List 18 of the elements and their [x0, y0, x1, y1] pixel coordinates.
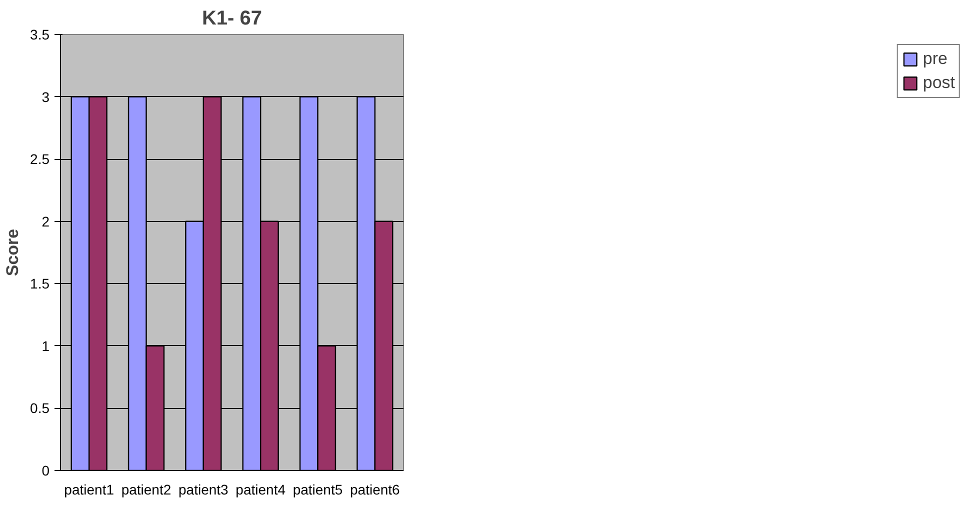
y-tick-label: 0.5	[30, 400, 50, 416]
x-tick-label: patient6	[350, 482, 400, 498]
y-tick-label: 1.5	[30, 276, 50, 292]
chart-title: K1- 67	[202, 8, 262, 30]
legend-label: pre	[922, 49, 948, 69]
legend-label: post	[922, 73, 955, 93]
y-tick-label: 2.5	[30, 151, 50, 168]
y-tick-label: 0	[42, 462, 50, 478]
y-axis-title: Score	[3, 228, 22, 276]
y-tick-label: 3.5	[30, 26, 50, 42]
y-tick-label: 3	[42, 88, 50, 105]
x-tick-label: patient5	[292, 482, 343, 498]
x-tick-label: patient1	[64, 482, 114, 498]
x-tick-label: patient3	[178, 482, 229, 498]
x-tick-label: patient2	[121, 482, 172, 498]
y-tick-label: 2	[42, 213, 50, 230]
y-tick-label: 1	[42, 338, 50, 354]
x-tick-label: patient4	[236, 482, 286, 498]
